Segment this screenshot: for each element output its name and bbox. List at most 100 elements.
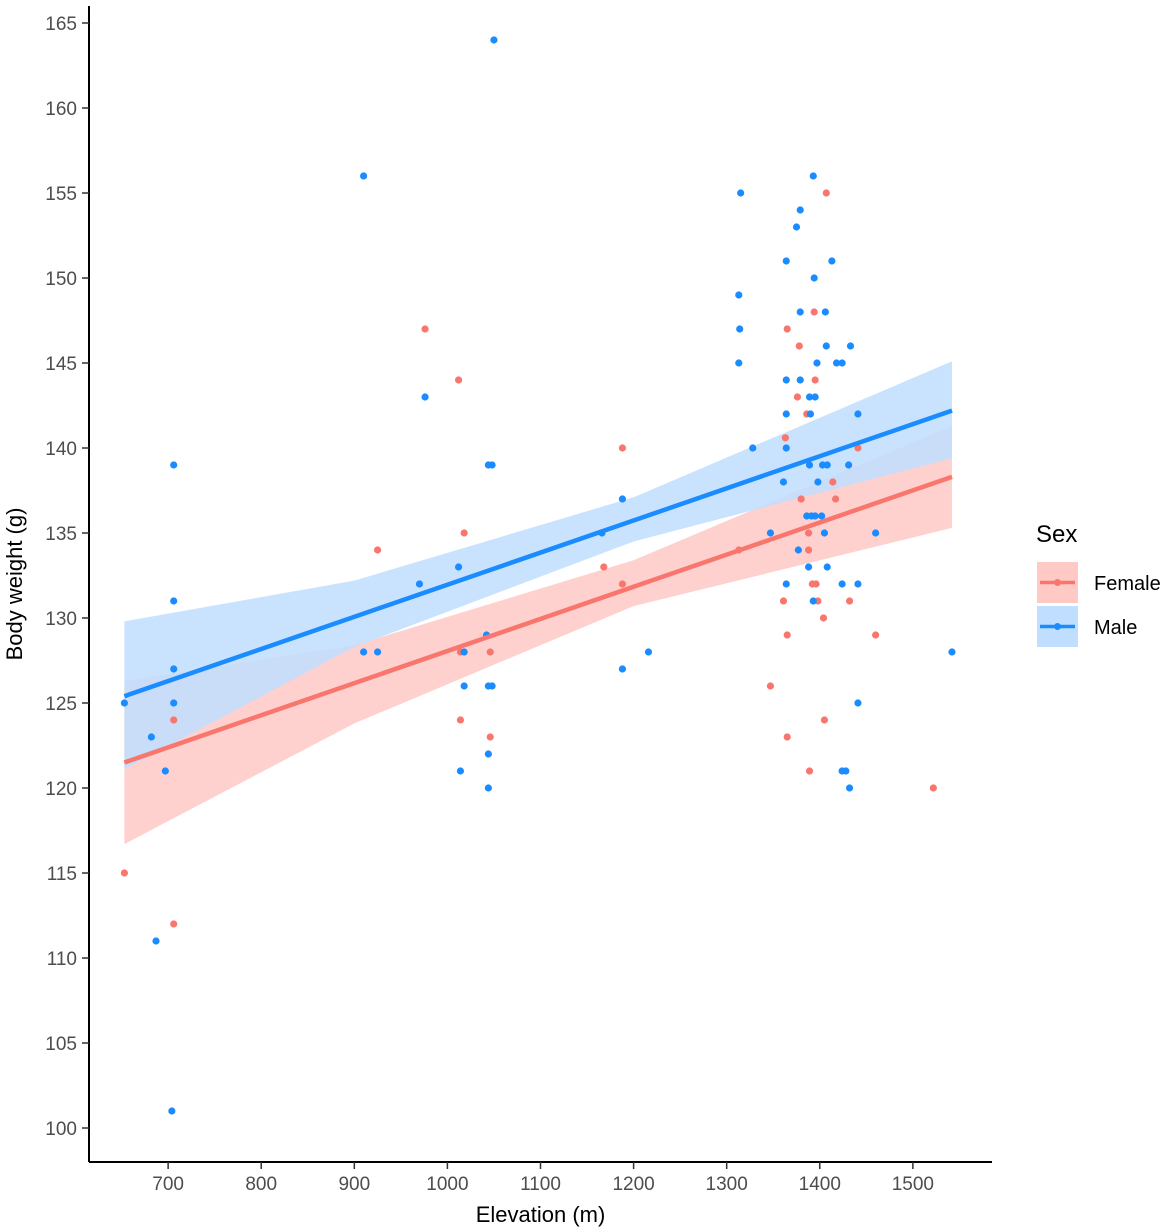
y-axis-ticks: 100 105 110 115 120 125 130 135 140 145 150 155 160 1… [45,14,89,1140]
point-female-7 [456,716,465,724]
point-male-73 [845,461,853,469]
confidence-bands [124,361,952,845]
point-male-40 [782,444,790,452]
point-female-2 [170,920,178,928]
point-male-57 [811,512,819,520]
point-male-44 [796,206,804,214]
point-male-80 [948,648,956,656]
point-male-43 [794,546,802,554]
legend-label-male: Male [1094,617,1137,639]
legend: Sex Female Male [1036,521,1161,647]
point-male-67 [828,257,836,265]
point-male-62 [820,529,829,537]
point-male-31 [736,325,744,333]
y-axis-title: Body weight (g) [2,508,27,661]
point-male-59 [814,478,822,486]
point-male-77 [854,580,862,588]
x-tick-label-1400: 1400 [799,1174,841,1195]
point-female-9 [486,648,494,656]
x-tick-label-1200: 1200 [612,1174,654,1195]
point-male-36 [779,478,788,486]
point-female-23 [797,495,805,503]
point-male-25 [490,36,498,44]
point-male-69 [838,359,846,367]
point-male-3 [161,767,169,775]
x-tick-label-900: 900 [338,1174,370,1195]
point-female-39 [854,444,862,452]
point-male-28 [618,665,627,673]
point-male-6 [170,597,178,605]
point-male-54 [809,172,817,180]
y-tick-label-110: 110 [47,949,77,970]
point-male-60 [818,512,826,520]
point-male-12 [415,580,424,588]
y-tick-label-115: 115 [47,864,77,885]
y-tick-label-160: 160 [45,99,77,120]
point-male-8 [170,699,178,707]
point-male-72 [842,767,850,775]
point-female-8 [460,529,468,537]
y-tick-label-120: 120 [45,779,77,800]
confidence-band-female [124,425,952,845]
point-female-11 [600,563,608,571]
point-male-58 [813,359,821,367]
point-male-24 [488,682,496,690]
point-male-1 [147,733,155,741]
fit-line-male [123,408,953,699]
point-male-53 [809,597,817,605]
point-male-45 [796,308,804,316]
point-male-14 [454,563,463,571]
y-tick-label-105: 105 [45,1034,77,1055]
point-female-22 [795,342,803,350]
point-male-63 [821,308,829,316]
point-male-37 [782,257,790,265]
point-male-0 [120,699,128,707]
point-male-21 [484,750,492,758]
point-male-5 [170,461,178,469]
confidence-band-male [124,361,952,770]
point-male-33 [737,189,745,197]
point-female-31 [812,580,820,588]
legend-title: Sex [1036,521,1077,548]
point-female-3 [373,546,382,554]
point-male-66 [823,563,831,571]
point-male-22 [484,784,492,792]
point-female-26 [805,546,813,554]
point-male-32 [735,359,743,367]
point-male-11 [373,648,382,656]
point-female-19 [783,631,791,639]
legend-key-point-female [1054,579,1061,586]
point-male-65 [823,461,831,469]
legend-label-female: Female [1094,573,1161,595]
point-male-4 [168,1107,176,1115]
point-male-34 [749,444,757,452]
x-tick-label-700: 700 [152,1174,184,1195]
point-male-17 [460,682,468,690]
point-male-16 [460,648,468,656]
y-tick-label-145: 145 [45,354,77,375]
point-male-2 [152,937,160,945]
x-tick-label-1300: 1300 [706,1174,748,1195]
point-female-34 [820,716,829,724]
point-male-76 [854,410,862,418]
y-tick-label-150: 150 [45,269,77,290]
point-male-38 [782,376,790,384]
data-points [120,36,956,1115]
y-tick-label-165: 165 [45,14,77,35]
point-male-79 [872,529,880,537]
legend-items: Female Male [1037,562,1161,647]
axes: 700 800 900 1000 1100 1200 1300 1400 1500 100 105… [45,6,992,1195]
point-female-41 [929,784,937,792]
point-female-4 [421,325,429,333]
point-male-50 [805,461,814,469]
point-male-9 [360,172,368,180]
point-male-74 [845,784,854,792]
point-female-30 [811,376,819,384]
point-female-36 [829,478,837,486]
point-male-35 [766,529,775,537]
point-female-29 [810,308,818,316]
point-female-21 [793,393,802,401]
point-female-17 [781,434,789,442]
point-female-18 [783,325,791,333]
